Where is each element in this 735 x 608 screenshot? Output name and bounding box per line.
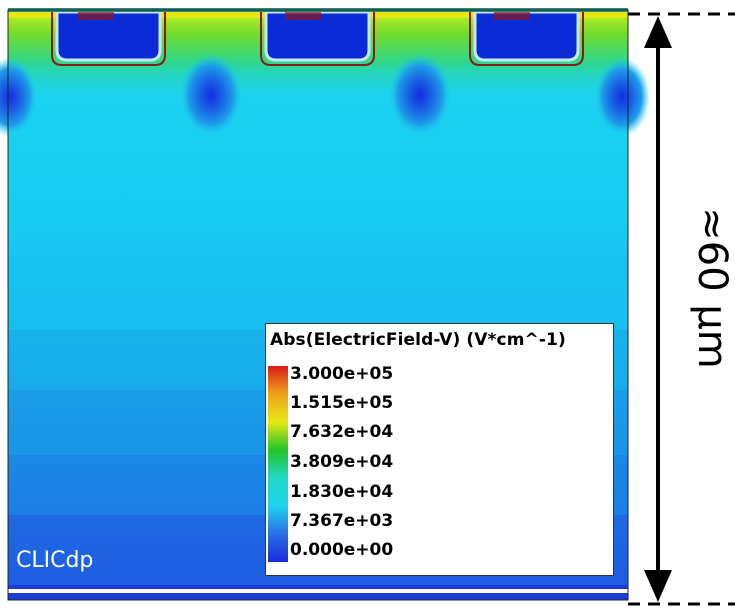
legend-tick-label: 7.632e+04 xyxy=(290,422,394,442)
legend-tick-label: 1.515e+05 xyxy=(290,393,394,413)
dimension-label: ≈60 µm xyxy=(689,207,735,369)
legend-tick-label: 3.809e+04 xyxy=(290,452,394,472)
legend-tick-label: 0.000e+00 xyxy=(290,540,394,560)
legend-tick-label: 7.367e+03 xyxy=(290,511,394,531)
legend-tick-label: 1.830e+04 xyxy=(290,482,394,502)
legend-title: Abs(ElectricField-V) (V*cm^-1) xyxy=(270,330,566,350)
color-legend: Abs(ElectricField-V) (V*cm^-1) 3.000e+05… xyxy=(265,323,614,576)
legend-colorbar xyxy=(268,366,288,562)
watermark-text: CLICdp xyxy=(16,548,94,573)
legend-tick-label: 3.000e+05 xyxy=(290,364,394,384)
